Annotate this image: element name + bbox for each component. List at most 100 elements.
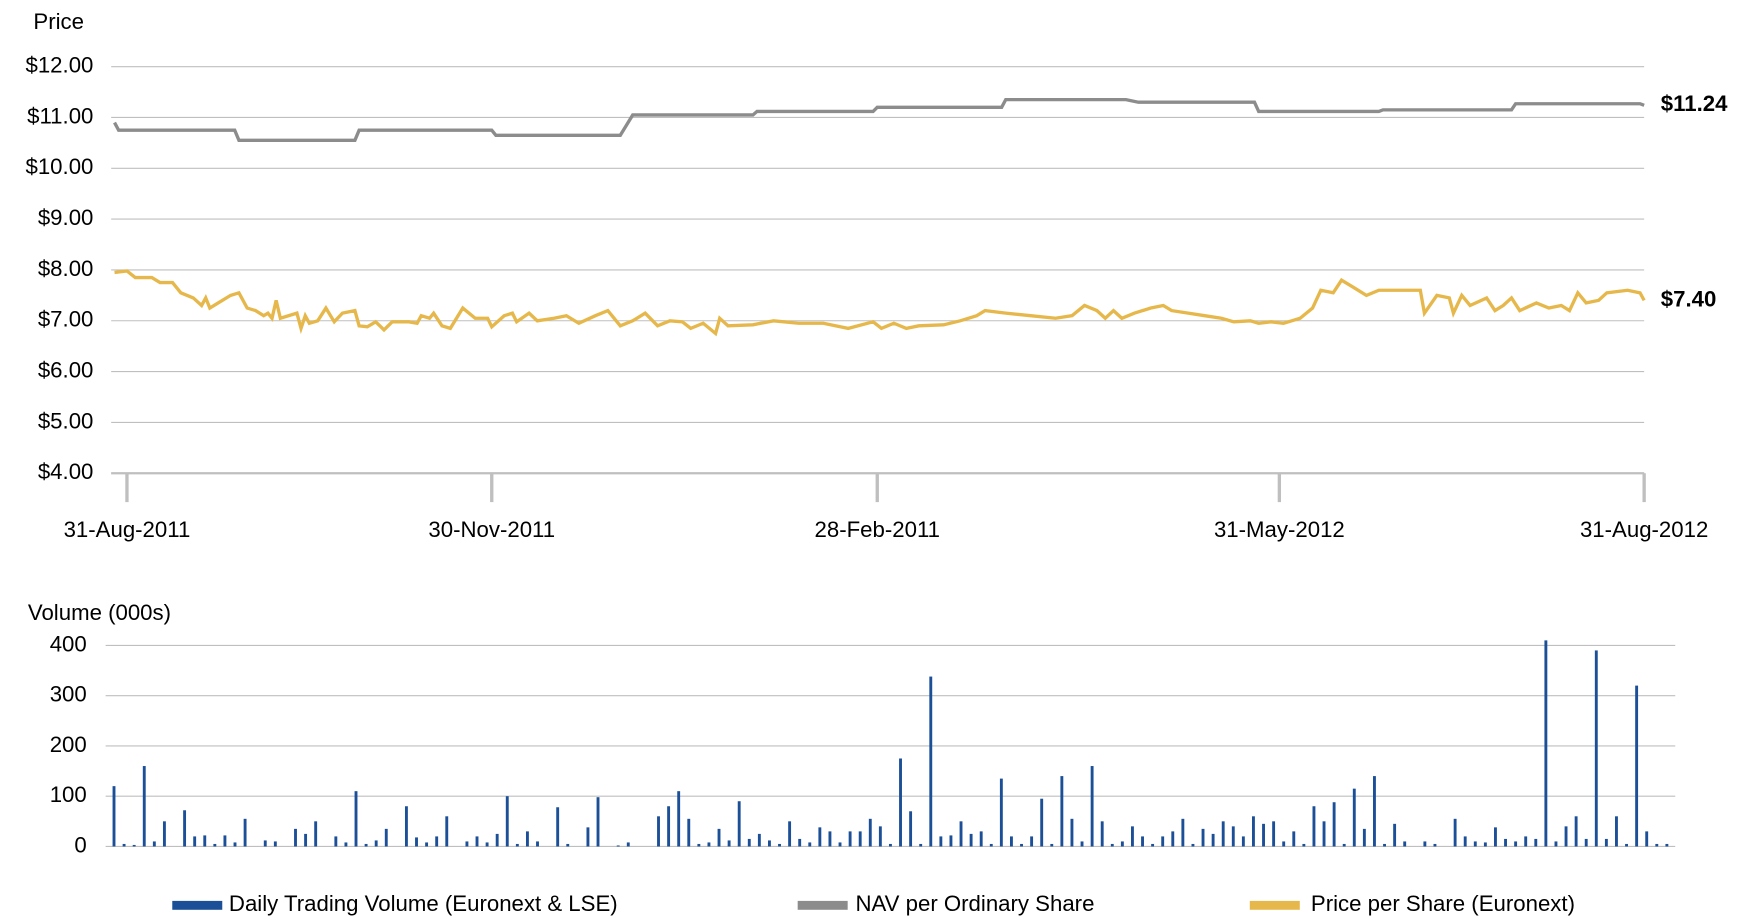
bar [999, 778, 1003, 847]
bar [1604, 838, 1608, 847]
end-label: $7.40 [1661, 286, 1717, 311]
bar [294, 828, 297, 847]
bar [1221, 821, 1225, 847]
bar [707, 842, 711, 847]
bar [1241, 836, 1245, 847]
bar [1352, 788, 1356, 847]
y-tick-label: $11.00 [27, 103, 93, 128]
bar [1665, 843, 1669, 847]
bar [979, 831, 983, 847]
legend-swatch [172, 900, 223, 910]
bar [435, 836, 439, 847]
bar [1292, 831, 1296, 847]
y-tick-label: $6.00 [38, 357, 94, 382]
bar [566, 843, 570, 847]
bar [1423, 841, 1427, 847]
bar [183, 810, 187, 847]
bar [1433, 843, 1437, 847]
bar [152, 841, 156, 847]
bar [162, 821, 166, 847]
bar [899, 758, 902, 847]
bar [505, 796, 509, 847]
bar [626, 842, 630, 847]
bar [1504, 838, 1507, 847]
bar [203, 835, 207, 847]
legend-label: NAV per Ordinary Share [855, 891, 1094, 916]
bar [1524, 836, 1528, 847]
bar [1655, 843, 1659, 847]
bar [747, 838, 751, 847]
bar [868, 818, 872, 847]
bar [1362, 828, 1366, 847]
bar [949, 835, 953, 847]
bar [1483, 842, 1487, 847]
bar [1574, 816, 1578, 847]
bar [969, 833, 973, 847]
bar [798, 838, 802, 847]
bar [1373, 776, 1376, 847]
bar [687, 818, 691, 847]
bar [213, 843, 217, 847]
bar [1282, 841, 1286, 847]
bar [354, 791, 358, 847]
bar [475, 836, 479, 847]
bar [818, 827, 822, 847]
bar [1312, 806, 1316, 847]
bar [778, 843, 781, 847]
bar [243, 818, 247, 847]
bar [1151, 843, 1155, 847]
x-tick-label: 31-May-2012 [1214, 517, 1345, 542]
bar [788, 821, 792, 847]
y-tick-label: $12.00 [25, 53, 93, 78]
bar [828, 831, 832, 847]
bar [1544, 640, 1548, 847]
bar [1080, 841, 1084, 847]
bar [1584, 838, 1588, 847]
x-tick-label: 28-Feb-2011 [815, 517, 941, 542]
bar [1514, 841, 1518, 847]
bar [314, 821, 318, 847]
bar [1615, 816, 1618, 847]
bar [808, 842, 812, 847]
series-line [113, 97, 1645, 142]
bar [858, 831, 862, 847]
bar [445, 816, 449, 847]
bar [1594, 650, 1598, 847]
bar [1494, 827, 1497, 847]
bar [495, 833, 499, 847]
bar [142, 766, 146, 847]
bar [1625, 843, 1628, 847]
legend-swatch [797, 900, 848, 910]
end-label: $11.24 [1661, 91, 1728, 116]
bar [1554, 841, 1558, 847]
bar [132, 844, 136, 847]
bar [1181, 818, 1185, 847]
bar [1252, 816, 1255, 847]
bar [1564, 826, 1568, 847]
y-tick-label: 100 [50, 782, 87, 807]
bar [1070, 818, 1074, 847]
legend: Daily Trading Volume (Euronext & LSE) NA… [172, 891, 1575, 916]
bar [425, 842, 429, 847]
bar [1534, 838, 1538, 847]
bar [304, 833, 308, 847]
bar [888, 843, 892, 847]
bar [586, 827, 590, 847]
y-tick-label: $10.00 [25, 154, 93, 179]
bar [616, 845, 620, 847]
y-tick-label: $9.00 [38, 205, 94, 230]
bar [1171, 831, 1175, 847]
bar [556, 807, 560, 847]
bar [344, 842, 348, 847]
bar [1141, 836, 1144, 847]
bar [1211, 833, 1215, 847]
bar [1030, 836, 1034, 847]
bar [697, 843, 701, 847]
bar [1060, 776, 1064, 847]
bar [1201, 828, 1205, 847]
bar [929, 676, 933, 847]
bar [767, 840, 771, 847]
bar [193, 836, 197, 847]
bar [939, 836, 943, 847]
bar [515, 843, 519, 847]
